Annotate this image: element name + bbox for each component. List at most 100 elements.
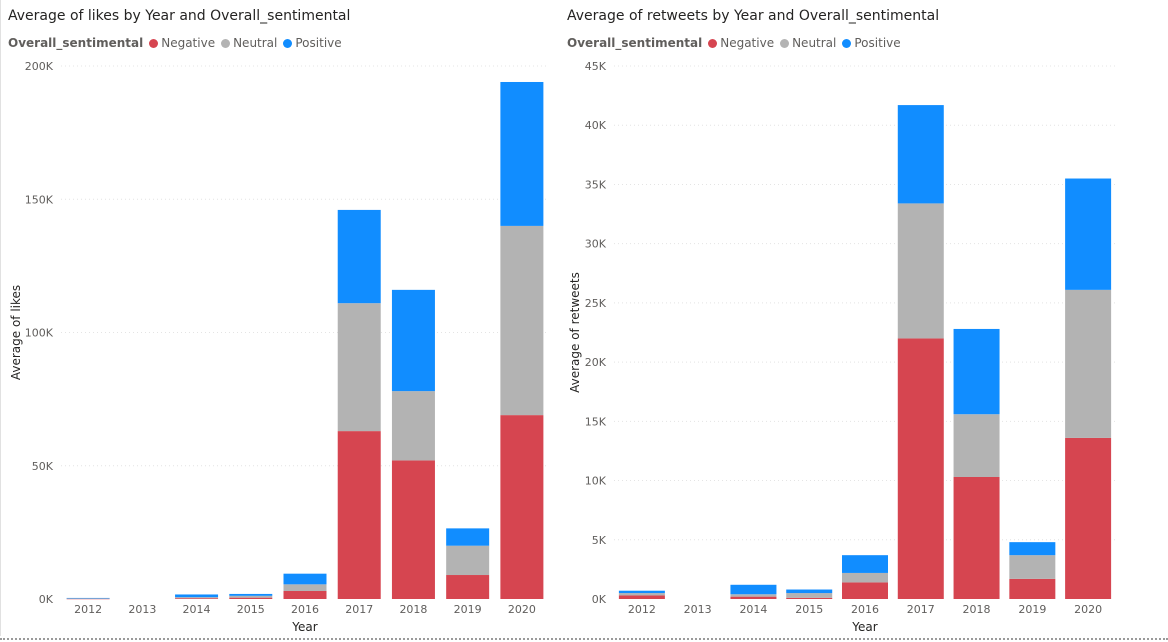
bar-neutral-2012[interactable] <box>66 598 110 599</box>
y-tick-label: 0K <box>592 593 607 606</box>
bar-positive-2014[interactable] <box>730 584 777 595</box>
bar-neutral-2015[interactable] <box>786 593 833 598</box>
legend-label: Positive <box>295 36 342 50</box>
bar-positive-2017[interactable] <box>337 209 381 304</box>
bar-neutral-2014[interactable] <box>730 594 777 597</box>
bar-negative-2012[interactable] <box>66 598 110 600</box>
y-tick-label: 50K <box>32 460 54 473</box>
bar-negative-2014[interactable] <box>730 596 777 599</box>
bar-positive-2017[interactable] <box>897 105 944 204</box>
bar-positive-2015[interactable] <box>229 593 273 596</box>
legend-item-negative[interactable]: Negative <box>149 36 215 50</box>
bar-positive-2012[interactable] <box>66 597 110 599</box>
likes-chart-panel: Average of likes by Year and Overall_sen… <box>0 0 557 636</box>
bar-positive-2015[interactable] <box>786 589 833 594</box>
retweets-chart-panel: Average of retweets by Year and Overall_… <box>560 0 1168 636</box>
legend-title: Overall_sentimental <box>8 36 144 50</box>
legend-label: Neutral <box>233 36 278 50</box>
bar-negative-2012[interactable] <box>618 595 665 599</box>
legend-item-neutral[interactable]: Neutral <box>221 36 277 50</box>
x-tick-label: 2012 <box>628 603 656 616</box>
legend-item-neutral[interactable]: Neutral <box>780 36 836 50</box>
x-tick-label: 2020 <box>1074 603 1102 616</box>
x-tick-label: 2014 <box>183 603 211 616</box>
bar-negative-2017[interactable] <box>337 431 381 599</box>
x-tick-label: 2016 <box>291 603 319 616</box>
bar-neutral-2019[interactable] <box>446 545 490 576</box>
legend-item-negative[interactable]: Negative <box>708 36 774 50</box>
y-tick-label: 0K <box>39 593 54 606</box>
bar-positive-2019[interactable] <box>446 528 490 546</box>
legend-dot-neutral <box>780 38 790 48</box>
legend-dot-positive <box>283 38 293 48</box>
bar-negative-2018[interactable] <box>953 477 1000 599</box>
legend-label: Positive <box>854 36 901 50</box>
x-tick-label: 2017 <box>345 603 373 616</box>
x-tick-label: 2015 <box>237 603 265 616</box>
bar-negative-2015[interactable] <box>786 597 833 599</box>
bar-positive-2012[interactable] <box>618 590 665 594</box>
bar-negative-2019[interactable] <box>1009 578 1056 599</box>
y-tick-label: 25K <box>585 297 607 310</box>
bar-negative-2020[interactable] <box>1065 437 1112 599</box>
bar-positive-2016[interactable] <box>283 573 327 585</box>
bar-positive-2020[interactable] <box>500 81 544 226</box>
y-tick-label: 35K <box>585 178 607 191</box>
bar-positive-2016[interactable] <box>842 555 888 573</box>
y-tick-label: 200K <box>25 60 54 73</box>
x-tick-label: 2016 <box>851 603 879 616</box>
bar-neutral-2012[interactable] <box>618 593 665 596</box>
x-tick-label: 2012 <box>74 603 102 616</box>
bar-neutral-2017[interactable] <box>897 203 944 339</box>
bar-neutral-2019[interactable] <box>1009 555 1056 579</box>
y-axis-title: Average of likes <box>9 285 23 380</box>
y-tick-label: 45K <box>585 60 607 73</box>
legend: Overall_sentimental Negative Neutral Pos… <box>567 36 907 50</box>
bar-neutral-2016[interactable] <box>842 572 888 583</box>
bar-negative-2020[interactable] <box>500 415 544 599</box>
legend-item-positive[interactable]: Positive <box>842 36 901 50</box>
legend-label: Negative <box>720 36 775 50</box>
y-tick-label: 150K <box>25 193 54 206</box>
x-tick-label: 2013 <box>684 603 712 616</box>
legend-title: Overall_sentimental <box>567 36 703 50</box>
bar-positive-2020[interactable] <box>1065 178 1112 290</box>
bar-neutral-2016[interactable] <box>283 584 327 592</box>
bar-neutral-2020[interactable] <box>1065 289 1112 438</box>
y-tick-label: 5K <box>592 534 607 547</box>
bar-negative-2016[interactable] <box>283 591 327 599</box>
bar-negative-2019[interactable] <box>446 575 490 599</box>
bar-neutral-2014[interactable] <box>175 597 219 599</box>
retweets-plot: 0K 5K 10K 15K 20K 25K 30K 35K 40K 45K 2012 2013 2014… <box>568 60 1116 634</box>
chart-title: Average of retweets by Year and Overall_… <box>567 8 940 24</box>
x-axis-title: Year <box>851 620 877 634</box>
legend-item-positive[interactable]: Positive <box>283 36 342 50</box>
y-tick-label: 40K <box>585 119 607 132</box>
bar-negative-2018[interactable] <box>391 460 435 599</box>
y-tick-label: 30K <box>585 238 607 251</box>
bar-positive-2018[interactable] <box>953 328 1000 415</box>
y-tick-label: 15K <box>585 415 607 428</box>
y-tick-label: 100K <box>25 327 54 340</box>
bar-neutral-2018[interactable] <box>391 391 435 461</box>
x-tick-label: 2014 <box>739 603 767 616</box>
bar-negative-2017[interactable] <box>897 338 944 599</box>
bar-positive-2018[interactable] <box>391 289 435 392</box>
legend: Overall_sentimental Negative Neutral Pos… <box>8 36 348 50</box>
bar-neutral-2020[interactable] <box>500 225 544 416</box>
page-bottom-border <box>0 638 1168 640</box>
y-tick-label: 10K <box>585 475 607 488</box>
x-axis-title: Year <box>291 620 317 634</box>
bar-negative-2014[interactable] <box>175 598 219 599</box>
bar-neutral-2015[interactable] <box>229 595 273 598</box>
bar-neutral-2018[interactable] <box>953 414 1000 478</box>
x-tick-label: 2018 <box>963 603 991 616</box>
bar-neutral-2017[interactable] <box>337 303 381 432</box>
legend-label: Neutral <box>792 36 837 50</box>
x-tick-label: 2019 <box>1018 603 1046 616</box>
bar-negative-2015[interactable] <box>229 597 273 599</box>
bar-negative-2016[interactable] <box>842 582 888 599</box>
bar-positive-2014[interactable] <box>175 594 219 598</box>
x-tick-label: 2015 <box>795 603 823 616</box>
bar-positive-2019[interactable] <box>1009 542 1056 556</box>
